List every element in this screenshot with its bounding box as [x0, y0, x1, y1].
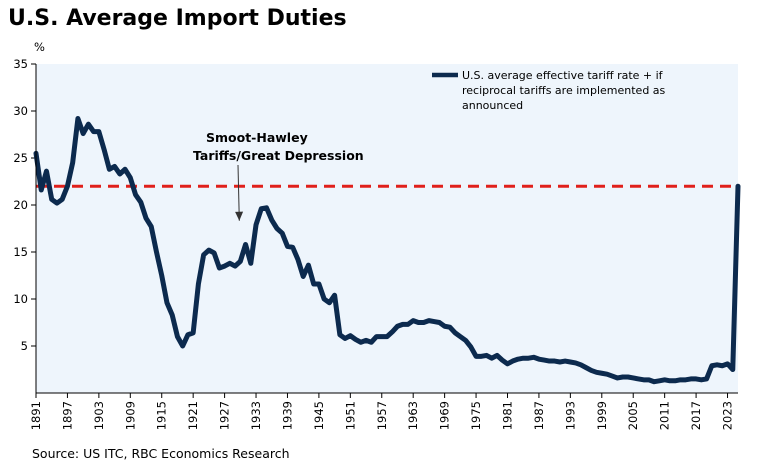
legend-label-line-2: reciprocal tariffs are implemented as: [462, 84, 666, 97]
chart-title: U.S. Average Import Duties: [8, 6, 347, 31]
legend-label-line-1: U.S. average effective tariff rate + if: [462, 69, 664, 82]
y-axis-ticks: 5 10 15 20 25 30 35: [13, 57, 36, 353]
x-tick-label-1909: 1909: [123, 401, 137, 430]
y-tick-label-30: 30: [13, 104, 28, 118]
series-line-effective-tariff-rate: [33, 116, 741, 385]
plot-area: [36, 64, 738, 393]
x-tick-label-2011: 2011: [658, 401, 672, 430]
x-tick-label-1999: 1999: [595, 401, 609, 430]
x-tick-label-1951: 1951: [343, 401, 357, 430]
x-tick-label-1933: 1933: [249, 401, 263, 430]
y-tick-label-15: 15: [13, 245, 28, 259]
x-tick-label-1891: 1891: [29, 401, 43, 430]
y-tick-label-25: 25: [13, 151, 28, 165]
y-tick-label-5: 5: [21, 339, 28, 353]
x-tick-label-1963: 1963: [406, 401, 420, 430]
y-tick-label-20: 20: [13, 198, 28, 212]
annotation-line-1: Smoot-Hawley: [206, 130, 308, 145]
x-axis-ticks: 1891 1897 1903 1909 1915 1921 1927 1933 1939 1945…: [29, 393, 735, 430]
annotation-arrow: [237, 164, 240, 221]
x-tick-label-1903: 1903: [92, 401, 106, 430]
y-tick-label-10: 10: [13, 292, 28, 306]
smoot-hawley-annotation: Smoot-Hawley Tariffs/Great Depression: [193, 130, 364, 221]
x-tick-label-1945: 1945: [312, 401, 326, 430]
x-tick-label-1921: 1921: [186, 401, 200, 430]
y-tick-label-35: 35: [13, 57, 28, 71]
x-tick-label-1987: 1987: [532, 401, 546, 430]
x-tick-label-1975: 1975: [469, 401, 483, 430]
annotation-arrowhead: [235, 211, 244, 221]
x-tick-label-1969: 1969: [438, 401, 452, 430]
legend-label-line-3: announced: [462, 99, 523, 112]
x-tick-label-1993: 1993: [563, 401, 577, 430]
x-tick-label-1897: 1897: [60, 401, 74, 430]
x-tick-label-1981: 1981: [500, 401, 514, 430]
x-tick-label-1915: 1915: [155, 401, 169, 430]
x-tick-label-2023: 2023: [721, 401, 735, 430]
x-tick-label-1957: 1957: [375, 401, 389, 430]
annotation-line-2: Tariffs/Great Depression: [193, 148, 364, 163]
x-tick-label-1939: 1939: [280, 401, 294, 430]
x-tick-label-2017: 2017: [689, 401, 703, 430]
y-axis-unit-label: %: [34, 40, 45, 54]
source-note: Source: US ITC, RBC Economics Research: [32, 446, 290, 461]
x-tick-label-1927: 1927: [218, 401, 232, 430]
x-tick-label-2005: 2005: [626, 401, 640, 430]
legend: U.S. average effective tariff rate + if …: [432, 69, 666, 112]
